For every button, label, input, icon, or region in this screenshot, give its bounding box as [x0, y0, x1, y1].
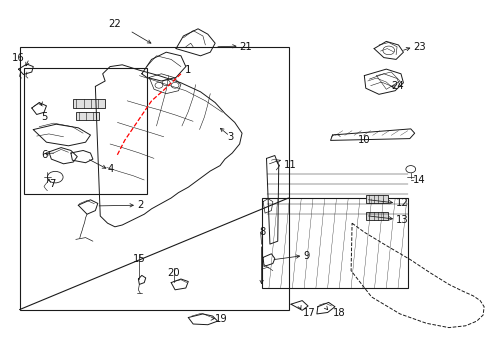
- Text: 20: 20: [167, 268, 180, 278]
- Text: 9: 9: [303, 251, 309, 261]
- Text: 3: 3: [227, 132, 233, 142]
- Bar: [73, 99, 105, 108]
- Text: 6: 6: [41, 150, 48, 160]
- Text: 11: 11: [283, 160, 296, 170]
- Text: 17: 17: [303, 308, 315, 318]
- Bar: [24, 68, 146, 194]
- Text: 16: 16: [12, 53, 25, 63]
- Text: 15: 15: [133, 254, 145, 264]
- Text: 1: 1: [184, 65, 191, 75]
- Text: 13: 13: [395, 215, 408, 225]
- Text: 19: 19: [215, 314, 227, 324]
- Text: 24: 24: [390, 81, 403, 91]
- Text: 10: 10: [357, 135, 370, 145]
- Text: 23: 23: [412, 42, 425, 52]
- Bar: [365, 212, 387, 220]
- Text: 21: 21: [239, 42, 252, 52]
- Text: 12: 12: [395, 198, 408, 208]
- Text: 18: 18: [332, 308, 345, 318]
- Bar: [20, 47, 288, 310]
- Bar: [76, 112, 99, 120]
- Text: 7: 7: [49, 179, 55, 189]
- Bar: [365, 195, 387, 203]
- Bar: [261, 198, 407, 288]
- Text: 8: 8: [259, 227, 265, 237]
- Text: 2: 2: [137, 200, 143, 210]
- Text: 22: 22: [108, 19, 121, 29]
- Text: 4: 4: [107, 164, 114, 174]
- Text: 14: 14: [412, 175, 425, 185]
- Text: 5: 5: [41, 112, 48, 122]
